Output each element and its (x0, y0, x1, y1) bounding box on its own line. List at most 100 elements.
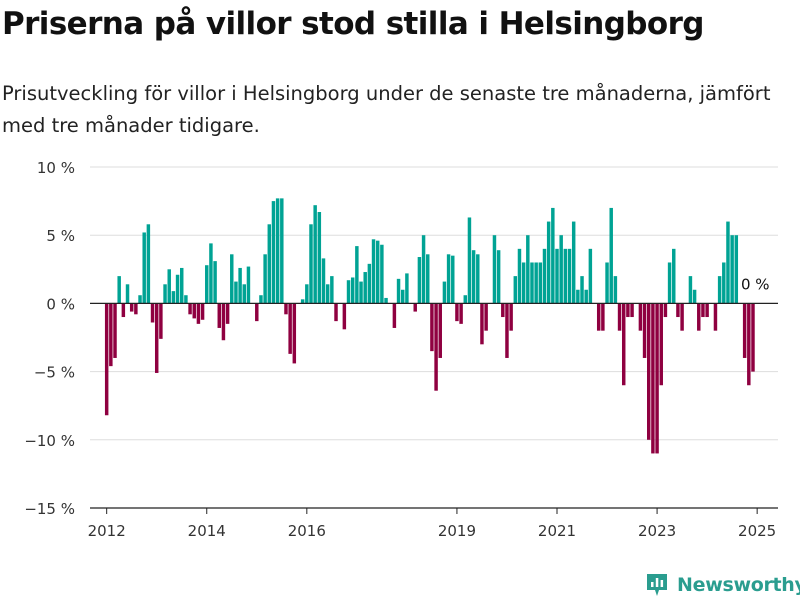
bar (476, 254, 480, 304)
bar (730, 235, 734, 304)
bar (517, 248, 522, 304)
bar (263, 254, 267, 304)
bar (121, 303, 126, 318)
bar (713, 303, 718, 331)
bar (246, 266, 251, 304)
bar (584, 289, 588, 304)
bar (680, 303, 684, 331)
bar (626, 303, 630, 318)
bar (534, 262, 538, 304)
bar (651, 303, 655, 454)
bar (325, 284, 330, 304)
bar (300, 299, 305, 304)
bar (375, 240, 380, 304)
bar (280, 198, 284, 304)
bars (104, 198, 755, 454)
bar (230, 254, 234, 304)
bar (426, 254, 430, 304)
bar (184, 295, 188, 304)
bar (321, 258, 326, 304)
bar (159, 303, 163, 339)
bar (188, 303, 192, 315)
bar (113, 303, 117, 358)
bar (521, 262, 526, 304)
bar (171, 291, 176, 304)
bar (726, 221, 730, 304)
bar (238, 267, 242, 304)
y-axis-ticks: 10 % 5 % 0 % −5 % −10 % −15 % (24, 159, 75, 518)
bar (129, 303, 134, 312)
y-tick-label: −5 % (34, 364, 75, 382)
price-change-bar-chart: 10 %5 %0 %−5 %−10 %−15 % 2012 2014 2016 201… (24, 159, 778, 540)
bar (117, 276, 121, 304)
bar (605, 262, 609, 304)
bar (480, 303, 484, 345)
logo-text: Newsworthy (677, 574, 800, 596)
bar (659, 303, 663, 386)
zero-axis (90, 302, 778, 509)
bar (430, 303, 434, 352)
bar (601, 303, 605, 331)
bar (501, 303, 505, 318)
bar (734, 235, 739, 304)
bar (551, 207, 555, 304)
bar (384, 297, 388, 304)
x-axis-ticks: 2012 2014 2016 2019 2021 2023 2025 (88, 508, 776, 540)
bar (751, 303, 755, 372)
bar (150, 303, 155, 323)
bar (455, 303, 459, 322)
bar (359, 281, 363, 304)
bar (655, 303, 659, 454)
annotations: 0 % (741, 275, 770, 293)
bar (350, 277, 355, 304)
bar (396, 278, 401, 304)
bar (747, 303, 751, 386)
bar (142, 232, 146, 304)
bar (180, 267, 184, 304)
bar (363, 272, 367, 304)
bar (617, 303, 622, 331)
bar (663, 303, 668, 318)
bar (717, 276, 722, 304)
chart-subtitle: Prisutveckling för villor i Helsingborg … (2, 82, 771, 137)
bar (288, 303, 292, 354)
bar (538, 262, 543, 304)
bar (259, 295, 263, 304)
bar (255, 303, 259, 322)
bar (205, 265, 209, 304)
bar (400, 289, 405, 304)
bar (471, 250, 476, 304)
bar (451, 255, 455, 304)
bar (705, 303, 709, 318)
bar (567, 248, 572, 304)
bar (413, 303, 417, 312)
bar (438, 303, 442, 358)
bar (542, 248, 547, 304)
bar (434, 303, 438, 391)
bar (505, 303, 509, 358)
bar (217, 303, 221, 328)
bar (580, 276, 584, 304)
newsworthy-logo: Newsworthy (645, 571, 800, 599)
x-tick-label: 2021 (538, 522, 576, 540)
bar (267, 224, 272, 304)
bar (667, 262, 672, 304)
grid-lines (90, 166, 778, 509)
x-tick-label: 2016 (288, 522, 326, 540)
bar (213, 261, 217, 304)
bar (630, 303, 634, 318)
bar (467, 217, 472, 304)
bar (242, 284, 247, 304)
bar (134, 303, 138, 315)
bar (742, 303, 747, 358)
bar (271, 201, 276, 304)
bar (313, 205, 317, 304)
bar (392, 303, 397, 328)
y-tick-label: −10 % (24, 432, 75, 450)
bar (609, 207, 613, 304)
y-tick-label: −15 % (24, 500, 75, 518)
x-tick-label: 2023 (638, 522, 676, 540)
bar (496, 250, 501, 304)
bar (225, 303, 230, 324)
bar (104, 303, 109, 416)
